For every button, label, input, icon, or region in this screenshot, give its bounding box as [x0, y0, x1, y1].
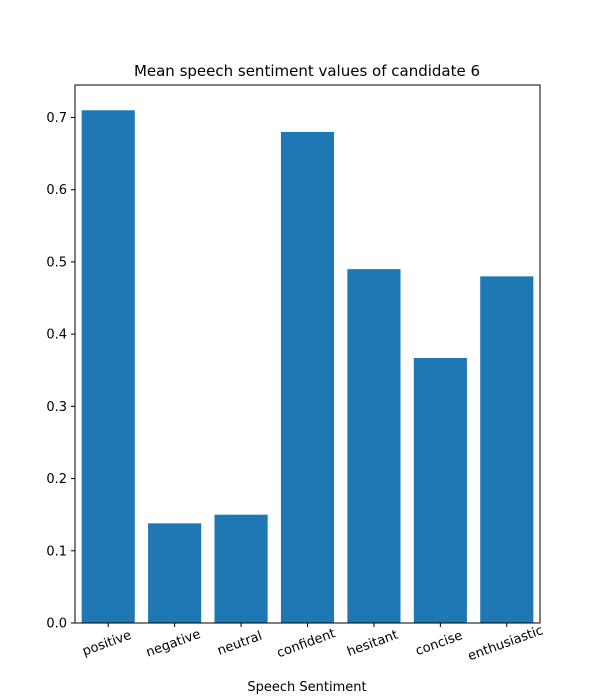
y-axis: 0.0 0.1 0.2 0.3 0.4 0.5 0.6 0.7: [46, 111, 75, 632]
bar-concise: [413, 357, 467, 623]
bar-confident: [280, 131, 335, 623]
bar-neutral: [214, 514, 268, 623]
chart-title: Mean speech sentiment values of candidat…: [134, 62, 480, 80]
y-tick-label-0.5: 0.5: [46, 255, 67, 270]
bar-negative: [148, 523, 202, 623]
x-axis: positive negative neutral confident hesitant…: [80, 623, 545, 664]
bar-enthusiastic: [480, 276, 534, 623]
x-tick-label-neutral: neutral: [215, 629, 264, 659]
x-tick-label-concise: concise: [414, 628, 465, 659]
x-axis-title: Speech Sentiment: [247, 680, 366, 695]
y-tick-label-0.6: 0.6: [46, 183, 67, 198]
x-tick-label-hesitant: hesitant: [345, 628, 400, 660]
plot-area-frame: [74, 84, 541, 624]
bar-positive: [81, 110, 135, 623]
x-tick-label-enthusiastic: enthusiastic: [466, 623, 545, 664]
x-tick-label-negative: negative: [144, 627, 203, 661]
y-tick-label-0.3: 0.3: [46, 400, 67, 415]
x-tick-label-positive: positive: [80, 628, 133, 660]
bar-hesitant: [347, 269, 401, 623]
y-tick-label-0.4: 0.4: [46, 328, 67, 343]
y-tick-label-0.1: 0.1: [46, 544, 67, 559]
y-tick-label-0.2: 0.2: [46, 472, 67, 487]
y-tick-label-0.7: 0.7: [46, 111, 67, 126]
y-tick-label-0.0: 0.0: [46, 617, 67, 632]
bars-group: [81, 110, 534, 623]
x-tick-label-confident: confident: [275, 626, 338, 661]
